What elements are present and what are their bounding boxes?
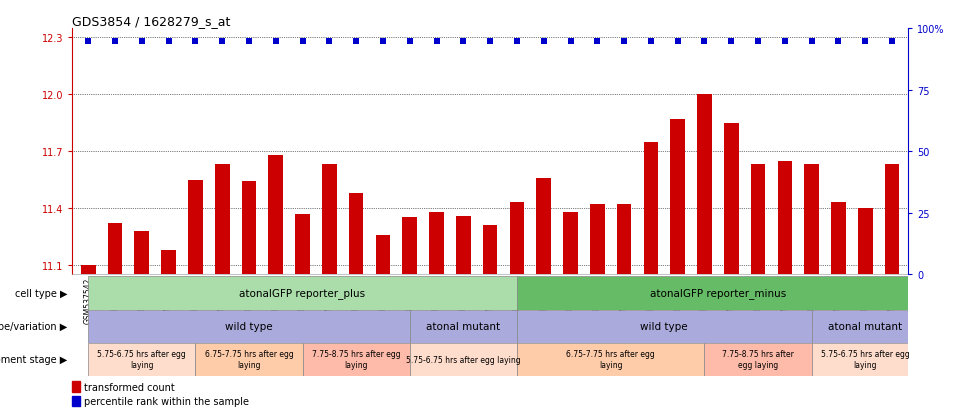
Bar xyxy=(268,156,283,275)
Bar xyxy=(409,310,517,343)
Bar xyxy=(751,165,766,275)
Point xyxy=(670,39,685,45)
Bar xyxy=(88,310,409,343)
Point xyxy=(697,39,712,45)
Bar xyxy=(409,343,517,376)
Bar xyxy=(617,205,631,275)
Text: atonal mutant: atonal mutant xyxy=(828,321,902,331)
Point xyxy=(295,39,310,45)
Point xyxy=(268,39,283,45)
Point xyxy=(563,39,579,45)
Point xyxy=(482,39,498,45)
Bar xyxy=(241,182,257,275)
Point xyxy=(402,39,417,45)
Text: transformed count: transformed count xyxy=(84,382,175,392)
Bar xyxy=(644,142,658,275)
Point xyxy=(884,39,899,45)
Bar xyxy=(831,203,846,275)
Bar xyxy=(108,223,122,275)
Bar xyxy=(322,165,336,275)
Text: 5.75-6.75 hrs after egg
laying: 5.75-6.75 hrs after egg laying xyxy=(97,350,186,369)
Bar xyxy=(671,120,685,275)
Text: GDS3854 / 1628279_s_at: GDS3854 / 1628279_s_at xyxy=(72,15,231,28)
Point xyxy=(322,39,337,45)
Bar xyxy=(430,212,444,275)
Point xyxy=(509,39,525,45)
Point xyxy=(857,39,873,45)
Text: wild type: wild type xyxy=(225,321,273,331)
Bar xyxy=(590,205,604,275)
Bar xyxy=(697,95,712,275)
Point xyxy=(590,39,605,45)
Bar xyxy=(214,165,230,275)
Bar xyxy=(812,343,919,376)
Text: cell type ▶: cell type ▶ xyxy=(14,288,67,298)
Point xyxy=(375,39,390,45)
Bar xyxy=(804,165,819,275)
Point xyxy=(456,39,471,45)
Point xyxy=(349,39,364,45)
Bar xyxy=(517,343,704,376)
Point xyxy=(81,39,96,45)
Bar xyxy=(724,123,739,275)
Text: 7.75-8.75 hrs after egg
laying: 7.75-8.75 hrs after egg laying xyxy=(311,350,401,369)
Text: percentile rank within the sample: percentile rank within the sample xyxy=(84,396,249,406)
Point xyxy=(616,39,631,45)
Bar xyxy=(72,396,81,406)
Point xyxy=(241,39,257,45)
Point xyxy=(831,39,847,45)
Text: atonalGFP reporter_plus: atonalGFP reporter_plus xyxy=(239,288,365,299)
Point xyxy=(751,39,766,45)
Text: genotype/variation ▶: genotype/variation ▶ xyxy=(0,321,67,331)
Bar xyxy=(403,218,417,275)
Bar xyxy=(704,343,812,376)
Text: 7.75-8.75 hrs after
egg laying: 7.75-8.75 hrs after egg laying xyxy=(722,350,794,369)
Text: 6.75-7.75 hrs after egg
laying: 6.75-7.75 hrs after egg laying xyxy=(566,350,655,369)
Bar xyxy=(517,310,812,343)
Text: 5.75-6.75 hrs after egg laying: 5.75-6.75 hrs after egg laying xyxy=(406,355,521,364)
Bar xyxy=(858,209,873,275)
Bar xyxy=(456,216,471,275)
Point xyxy=(536,39,552,45)
Text: atonalGFP reporter_minus: atonalGFP reporter_minus xyxy=(650,288,786,299)
Bar xyxy=(72,381,81,392)
Bar xyxy=(295,214,309,275)
Text: atonal mutant: atonal mutant xyxy=(427,321,501,331)
Bar xyxy=(81,265,95,275)
Bar xyxy=(88,343,195,376)
Bar xyxy=(135,231,149,275)
Bar xyxy=(188,180,203,275)
Bar xyxy=(517,277,919,310)
Bar xyxy=(563,212,578,275)
Point xyxy=(135,39,150,45)
Bar xyxy=(303,343,409,376)
Bar xyxy=(349,193,363,275)
Point xyxy=(804,39,820,45)
Point xyxy=(643,39,658,45)
Point xyxy=(214,39,230,45)
Bar xyxy=(509,203,525,275)
Point xyxy=(724,39,739,45)
Point xyxy=(187,39,203,45)
Point xyxy=(777,39,793,45)
Text: wild type: wild type xyxy=(640,321,688,331)
Bar xyxy=(777,161,792,275)
Bar xyxy=(376,235,390,275)
Bar xyxy=(482,225,498,275)
Bar xyxy=(161,250,176,275)
Bar xyxy=(536,178,551,275)
Bar xyxy=(88,277,517,310)
Text: 5.75-6.75 hrs after egg
laying: 5.75-6.75 hrs after egg laying xyxy=(821,350,910,369)
Point xyxy=(108,39,123,45)
Point xyxy=(160,39,176,45)
Point xyxy=(429,39,444,45)
Text: 6.75-7.75 hrs after egg
laying: 6.75-7.75 hrs after egg laying xyxy=(205,350,293,369)
Bar xyxy=(812,310,919,343)
Bar xyxy=(885,165,899,275)
Text: development stage ▶: development stage ▶ xyxy=(0,354,67,364)
Bar xyxy=(195,343,303,376)
